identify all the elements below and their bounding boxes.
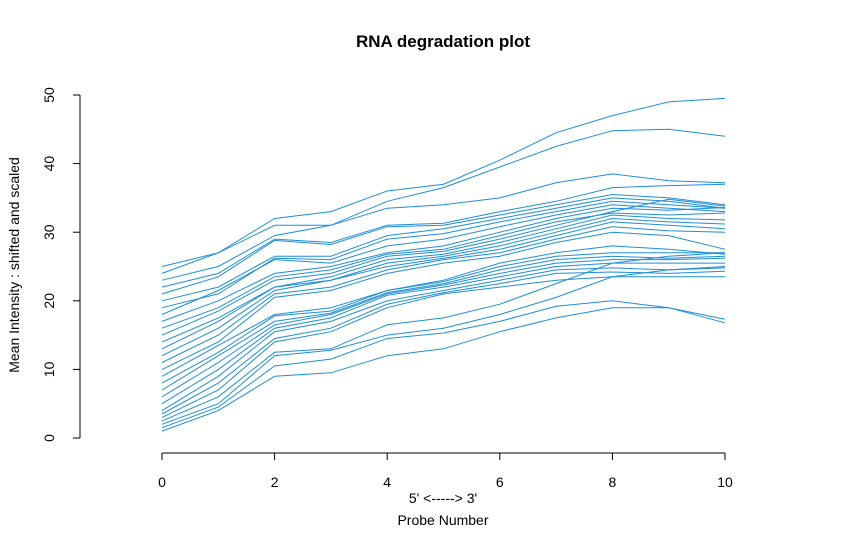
series-line-24 [161, 276, 725, 418]
series-line-2 [161, 128, 726, 274]
y-tick-label: 50 [41, 87, 57, 103]
series-line-5 [161, 193, 726, 295]
series-line-17 [161, 245, 726, 377]
x-axis: 0 2 4 6 8 10 [158, 452, 733, 490]
x-axis-title: Probe Number [397, 512, 488, 528]
series-line-25 [161, 252, 726, 422]
y-tick-label: 30 [41, 224, 57, 240]
series-line-23 [161, 270, 726, 415]
series-line-4 [161, 183, 726, 288]
y-tick-label: 10 [41, 361, 57, 377]
series-line-6 [161, 197, 726, 302]
y-tick-label: 40 [41, 156, 57, 172]
y-axis-title: Mean Intensity : shifted and scaled [6, 157, 22, 373]
x-tick-label: 2 [271, 474, 279, 490]
series-line-22 [161, 267, 726, 412]
series-line-20 [161, 257, 726, 398]
series-line-19 [161, 255, 726, 391]
x-tick-label: 10 [717, 474, 733, 490]
series-line-18 [161, 252, 725, 384]
plot-series-group [161, 97, 726, 432]
series-line-10 [161, 212, 726, 329]
y-tick-label: 0 [41, 434, 57, 442]
series-line-1 [161, 97, 726, 267]
series-line-15 [161, 226, 726, 363]
x-tick-label: 8 [609, 474, 617, 490]
x-tick-label: 6 [496, 474, 504, 490]
y-axis: 0 10 20 30 40 50 [41, 87, 81, 442]
series-line-11 [161, 198, 726, 336]
x-axis-sublabel: 5' <-----> 3' [409, 490, 477, 506]
series-line-26 [161, 266, 726, 425]
series-line-13 [161, 217, 726, 350]
series-line-3 [161, 173, 726, 281]
series-line-21 [161, 262, 725, 405]
x-tick-label: 4 [383, 474, 391, 490]
series-line-14 [161, 221, 726, 357]
series-line-16 [161, 231, 726, 370]
chart-title: RNA degradation plot [356, 32, 530, 51]
series-line-28 [161, 307, 726, 432]
series-line-8 [161, 204, 726, 315]
x-tick-label: 0 [158, 474, 166, 490]
y-tick-label: 20 [41, 293, 57, 309]
series-line-27 [161, 300, 726, 429]
series-line-12 [161, 214, 726, 343]
series-line-9 [161, 207, 726, 322]
